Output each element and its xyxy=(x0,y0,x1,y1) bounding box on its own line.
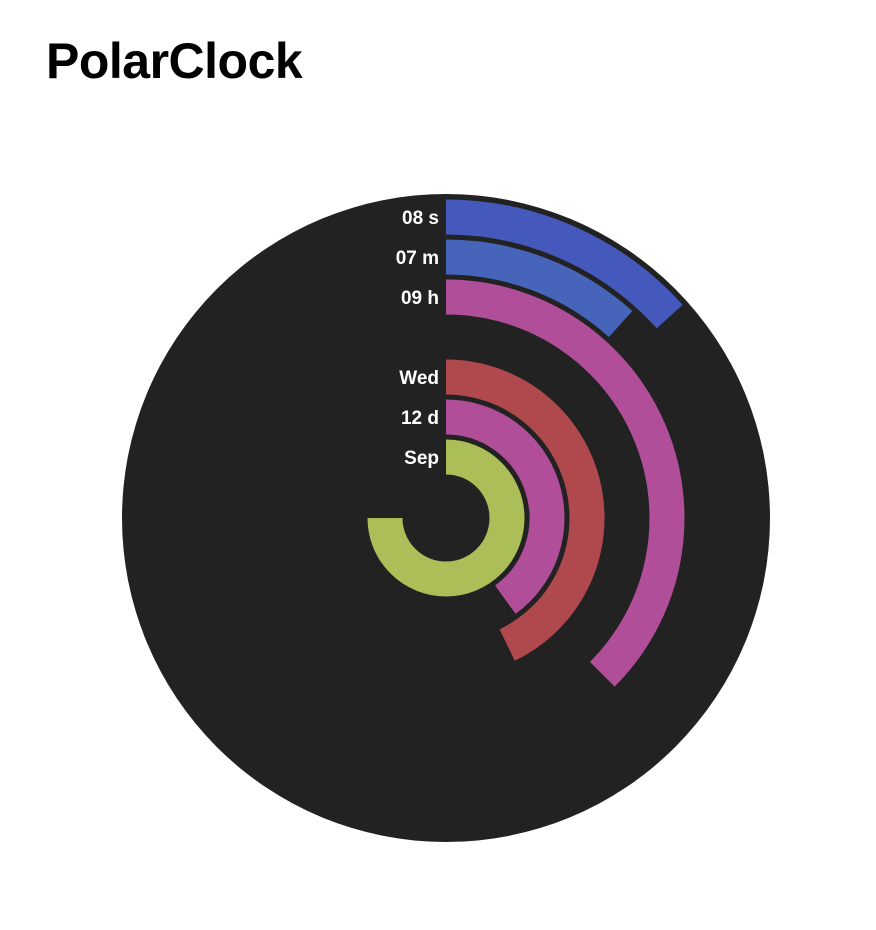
arc-minutes xyxy=(445,239,633,338)
label-day: 12 d xyxy=(401,408,439,429)
page-title: PolarClock xyxy=(46,33,303,89)
label-weekday: Wed xyxy=(399,368,439,389)
arc-day xyxy=(445,399,565,614)
arc-hours xyxy=(445,279,685,687)
clock-arcs xyxy=(367,199,685,687)
clock-labels: 08 s 07 m 09 h Wed 12 d Sep xyxy=(396,208,439,469)
arc-month xyxy=(367,439,525,597)
arc-seconds xyxy=(445,199,683,329)
label-minutes: 07 m xyxy=(396,248,439,269)
arc-weekday xyxy=(445,359,605,661)
label-hours: 09 h xyxy=(401,288,439,309)
label-seconds: 08 s xyxy=(402,208,439,229)
label-month: Sep xyxy=(404,448,439,469)
